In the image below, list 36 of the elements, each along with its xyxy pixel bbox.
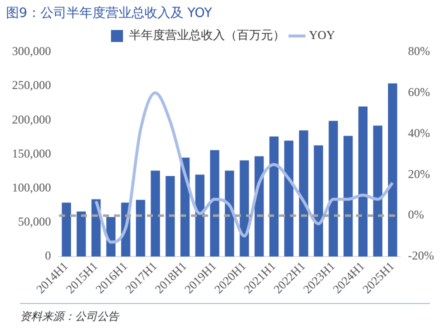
bar <box>150 170 160 256</box>
bar <box>224 170 234 256</box>
bar <box>136 200 146 256</box>
bar <box>195 174 204 256</box>
bar <box>76 211 86 256</box>
y-tick-label: 0 <box>45 248 51 263</box>
bar <box>388 83 398 256</box>
bar <box>328 120 338 256</box>
text: 资料来源：公司公告 <box>20 309 119 324</box>
y-tick-label: 150,000 <box>12 146 51 160</box>
bar <box>299 130 308 256</box>
bar <box>210 150 220 256</box>
y-tick-label: 250,000 <box>12 78 51 92</box>
y2-tick-label: -20% <box>408 248 434 263</box>
bar <box>62 202 72 256</box>
legend-label: YOY <box>309 28 336 42</box>
y2-tick-label: 60% <box>408 85 430 100</box>
legend-label: 半年度营业总收入（百万元） <box>129 28 285 42</box>
bar <box>166 176 175 256</box>
y2-tick-label: 40% <box>408 126 430 140</box>
y-tick-label: 50,000 <box>18 214 51 229</box>
line-series <box>94 91 394 244</box>
bar <box>314 145 324 256</box>
chart-title: 图9：公司半年度营业总收入及 YOY <box>6 5 212 22</box>
y2-tick-label: 0% <box>408 208 424 222</box>
bar <box>373 126 382 256</box>
bar <box>284 140 294 256</box>
y-tick-label: 200,000 <box>12 112 51 126</box>
y-tick-label: 300,000 <box>12 44 51 58</box>
y-tick-label: 100,000 <box>12 180 51 194</box>
bar <box>240 160 249 256</box>
bar <box>344 136 353 256</box>
bar <box>269 136 279 256</box>
y2-tick-label: 20% <box>408 166 430 181</box>
y2-tick-label: 80% <box>408 44 430 58</box>
bar <box>358 106 368 256</box>
